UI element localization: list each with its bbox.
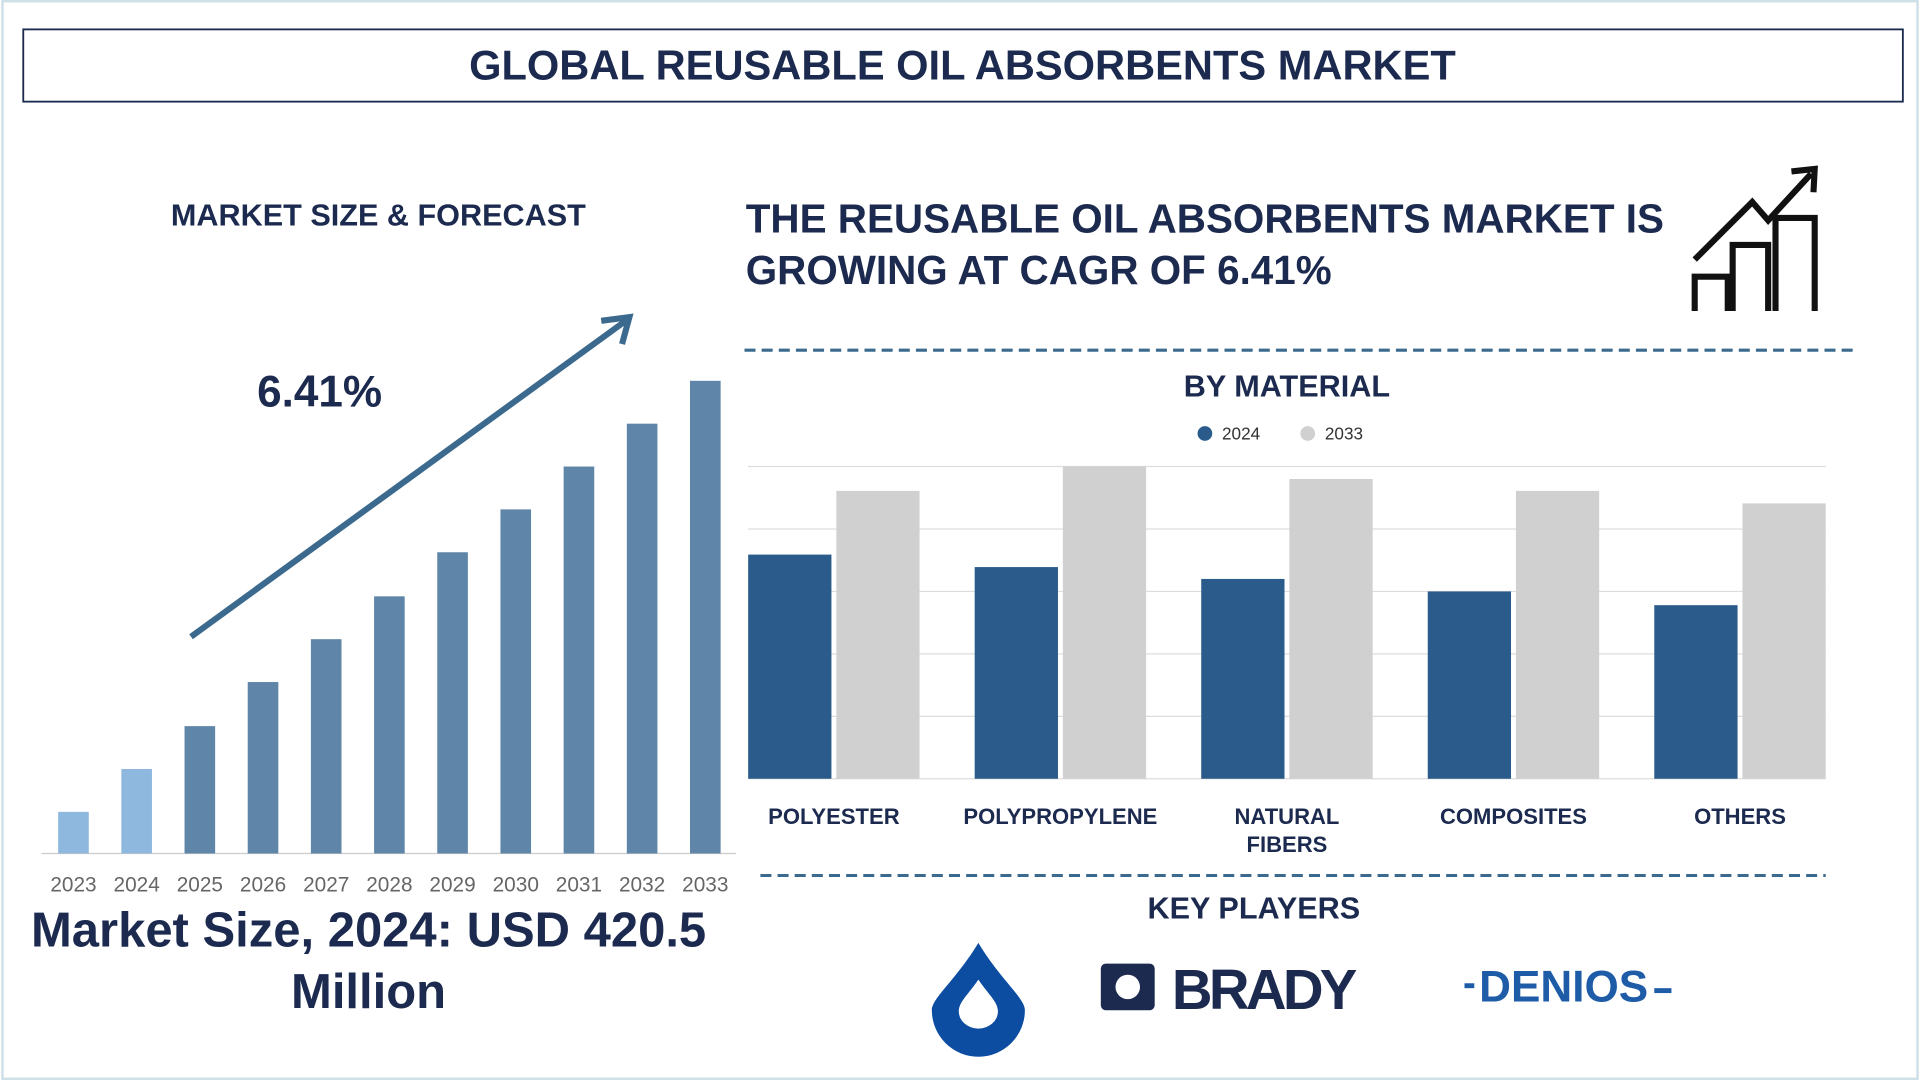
denios-logo: DENIOS [1479,963,1648,1012]
denios-dash [1654,988,1672,994]
x-tick-label: POLYPROPYLENE [963,804,1158,829]
bar [58,811,89,854]
key-players-title: KEY PLAYERS [1148,891,1361,925]
bar [310,639,342,854]
x-tick-label: 2025 [177,873,223,896]
x-tick-label: 2027 [303,873,349,896]
bar [1515,490,1600,779]
x-tick-label: POLYESTER [768,804,900,829]
bar [563,466,595,854]
bar [690,380,721,854]
cagr-label: 6.41% [257,368,382,417]
x-tick-label: 2026 [240,873,286,896]
bar [500,509,532,854]
section-heading: MARKET SIZE & FORECAST [171,198,586,232]
bar [437,552,468,854]
legend-marker [1197,426,1213,441]
drop-logo [931,942,1025,1057]
bar [1062,466,1147,779]
bar [374,596,405,854]
market-summary: Market Size, 2024: USD 420.5 Million [30,903,707,1019]
brady-logo: BRADY [1172,958,1357,1021]
denios-dash [1464,983,1475,989]
x-label-box: POLYESTER [768,804,900,829]
x-tick-label: 2023 [50,873,96,896]
legend-label: 2024 [1222,424,1261,444]
x-tick-label: 2024 [114,873,160,896]
bar [1201,578,1285,779]
x-label-box: NATURAL FIBERS [1234,804,1340,858]
growth-arrow-head [600,313,634,345]
chart-title: BY MATERIAL [1184,370,1390,404]
bar [247,682,279,854]
summary-box: Market Size, 2024: USD 420.5 Million [30,903,707,1019]
x-tick-label: 2033 [682,873,728,896]
x-tick-label: 2032 [619,873,665,896]
bar [184,726,216,854]
headline: THE REUSABLE OIL ABSORBENTS MARKET IS GR… [745,195,1664,293]
bar [1742,503,1826,779]
bar [836,490,920,779]
bar [748,554,832,779]
brady-icon [1115,974,1140,1000]
page-title: GLOBAL REUSABLE OIL ABSORBENTS MARKET [469,42,1456,89]
bar [1427,591,1512,779]
title-box [22,28,1904,103]
x-tick-label: 2028 [366,873,412,896]
bar [1289,479,1373,779]
legend-marker [1300,426,1316,441]
growth-icon [1691,165,1818,312]
x-label-box: COMPOSITES [1439,804,1587,829]
bar [974,567,1058,779]
headline-box: THE REUSABLE OIL ABSORBENTS MARKET IS GR… [745,195,1664,293]
x-tick-label: 2029 [429,873,475,896]
bar [626,423,658,854]
x-label-box: POLYPROPYLENE [963,804,1158,829]
bar [121,768,152,854]
x-tick-label: 2031 [556,873,602,896]
x-tick-label: COMPOSITES [1439,804,1587,829]
growth-arrow [189,318,628,640]
x-tick-label: NATURAL FIBERS [1234,804,1340,858]
x-tick-label: OTHERS [1694,804,1786,829]
x-tick-label: 2030 [493,873,539,896]
x-label-box: OTHERS [1694,804,1786,829]
bar [1654,605,1738,779]
grid [748,465,1826,780]
legend-label: 2033 [1325,424,1363,444]
